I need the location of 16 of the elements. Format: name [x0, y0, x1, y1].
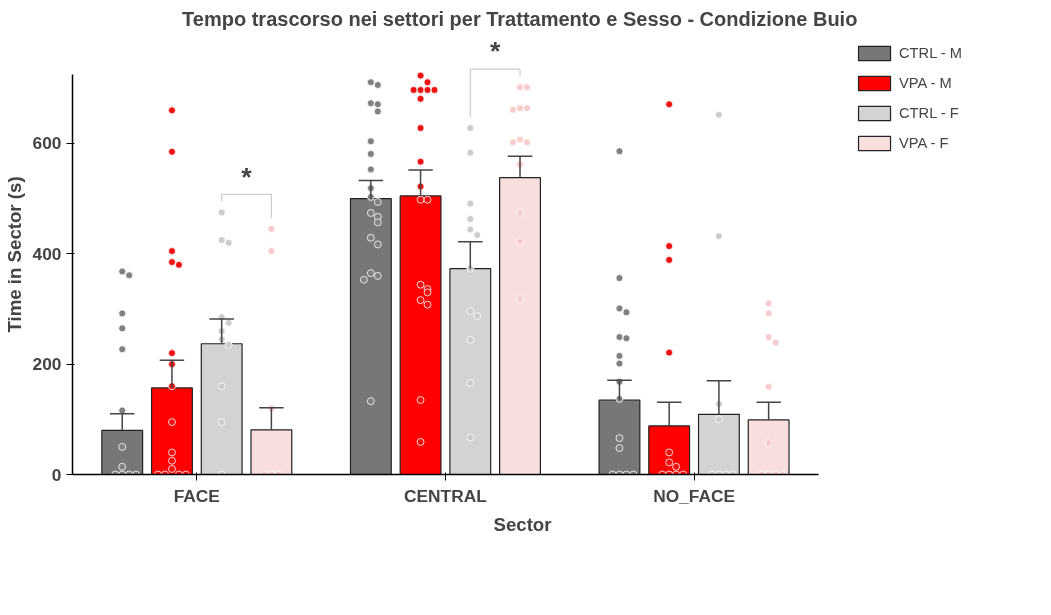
- x-tick-label: FACE: [173, 485, 220, 506]
- y-tick-label: 600: [32, 133, 62, 154]
- x-tick-label: NO_FACE: [653, 485, 735, 506]
- y-tick-label: 0: [51, 464, 62, 485]
- legend-label: VPA - F: [899, 135, 949, 151]
- legend-label: CTRL - M: [899, 45, 962, 61]
- legend-label: CTRL - F: [899, 105, 959, 121]
- y-tick-label: 400: [32, 243, 62, 264]
- y-axis-title: Time in Sector (s): [3, 176, 25, 333]
- x-axis-title: Sector: [493, 513, 552, 535]
- legend-label: VPA - M: [899, 75, 952, 91]
- chart-title: Tempo trascorso nei settori per Trattamento e Sesso - Condizione Buio: [182, 7, 858, 30]
- text: *: [489, 36, 501, 67]
- x-tick-label: CENTRAL: [404, 485, 488, 506]
- y-tick-label: 200: [32, 354, 62, 375]
- annotation: *: [241, 161, 253, 192]
